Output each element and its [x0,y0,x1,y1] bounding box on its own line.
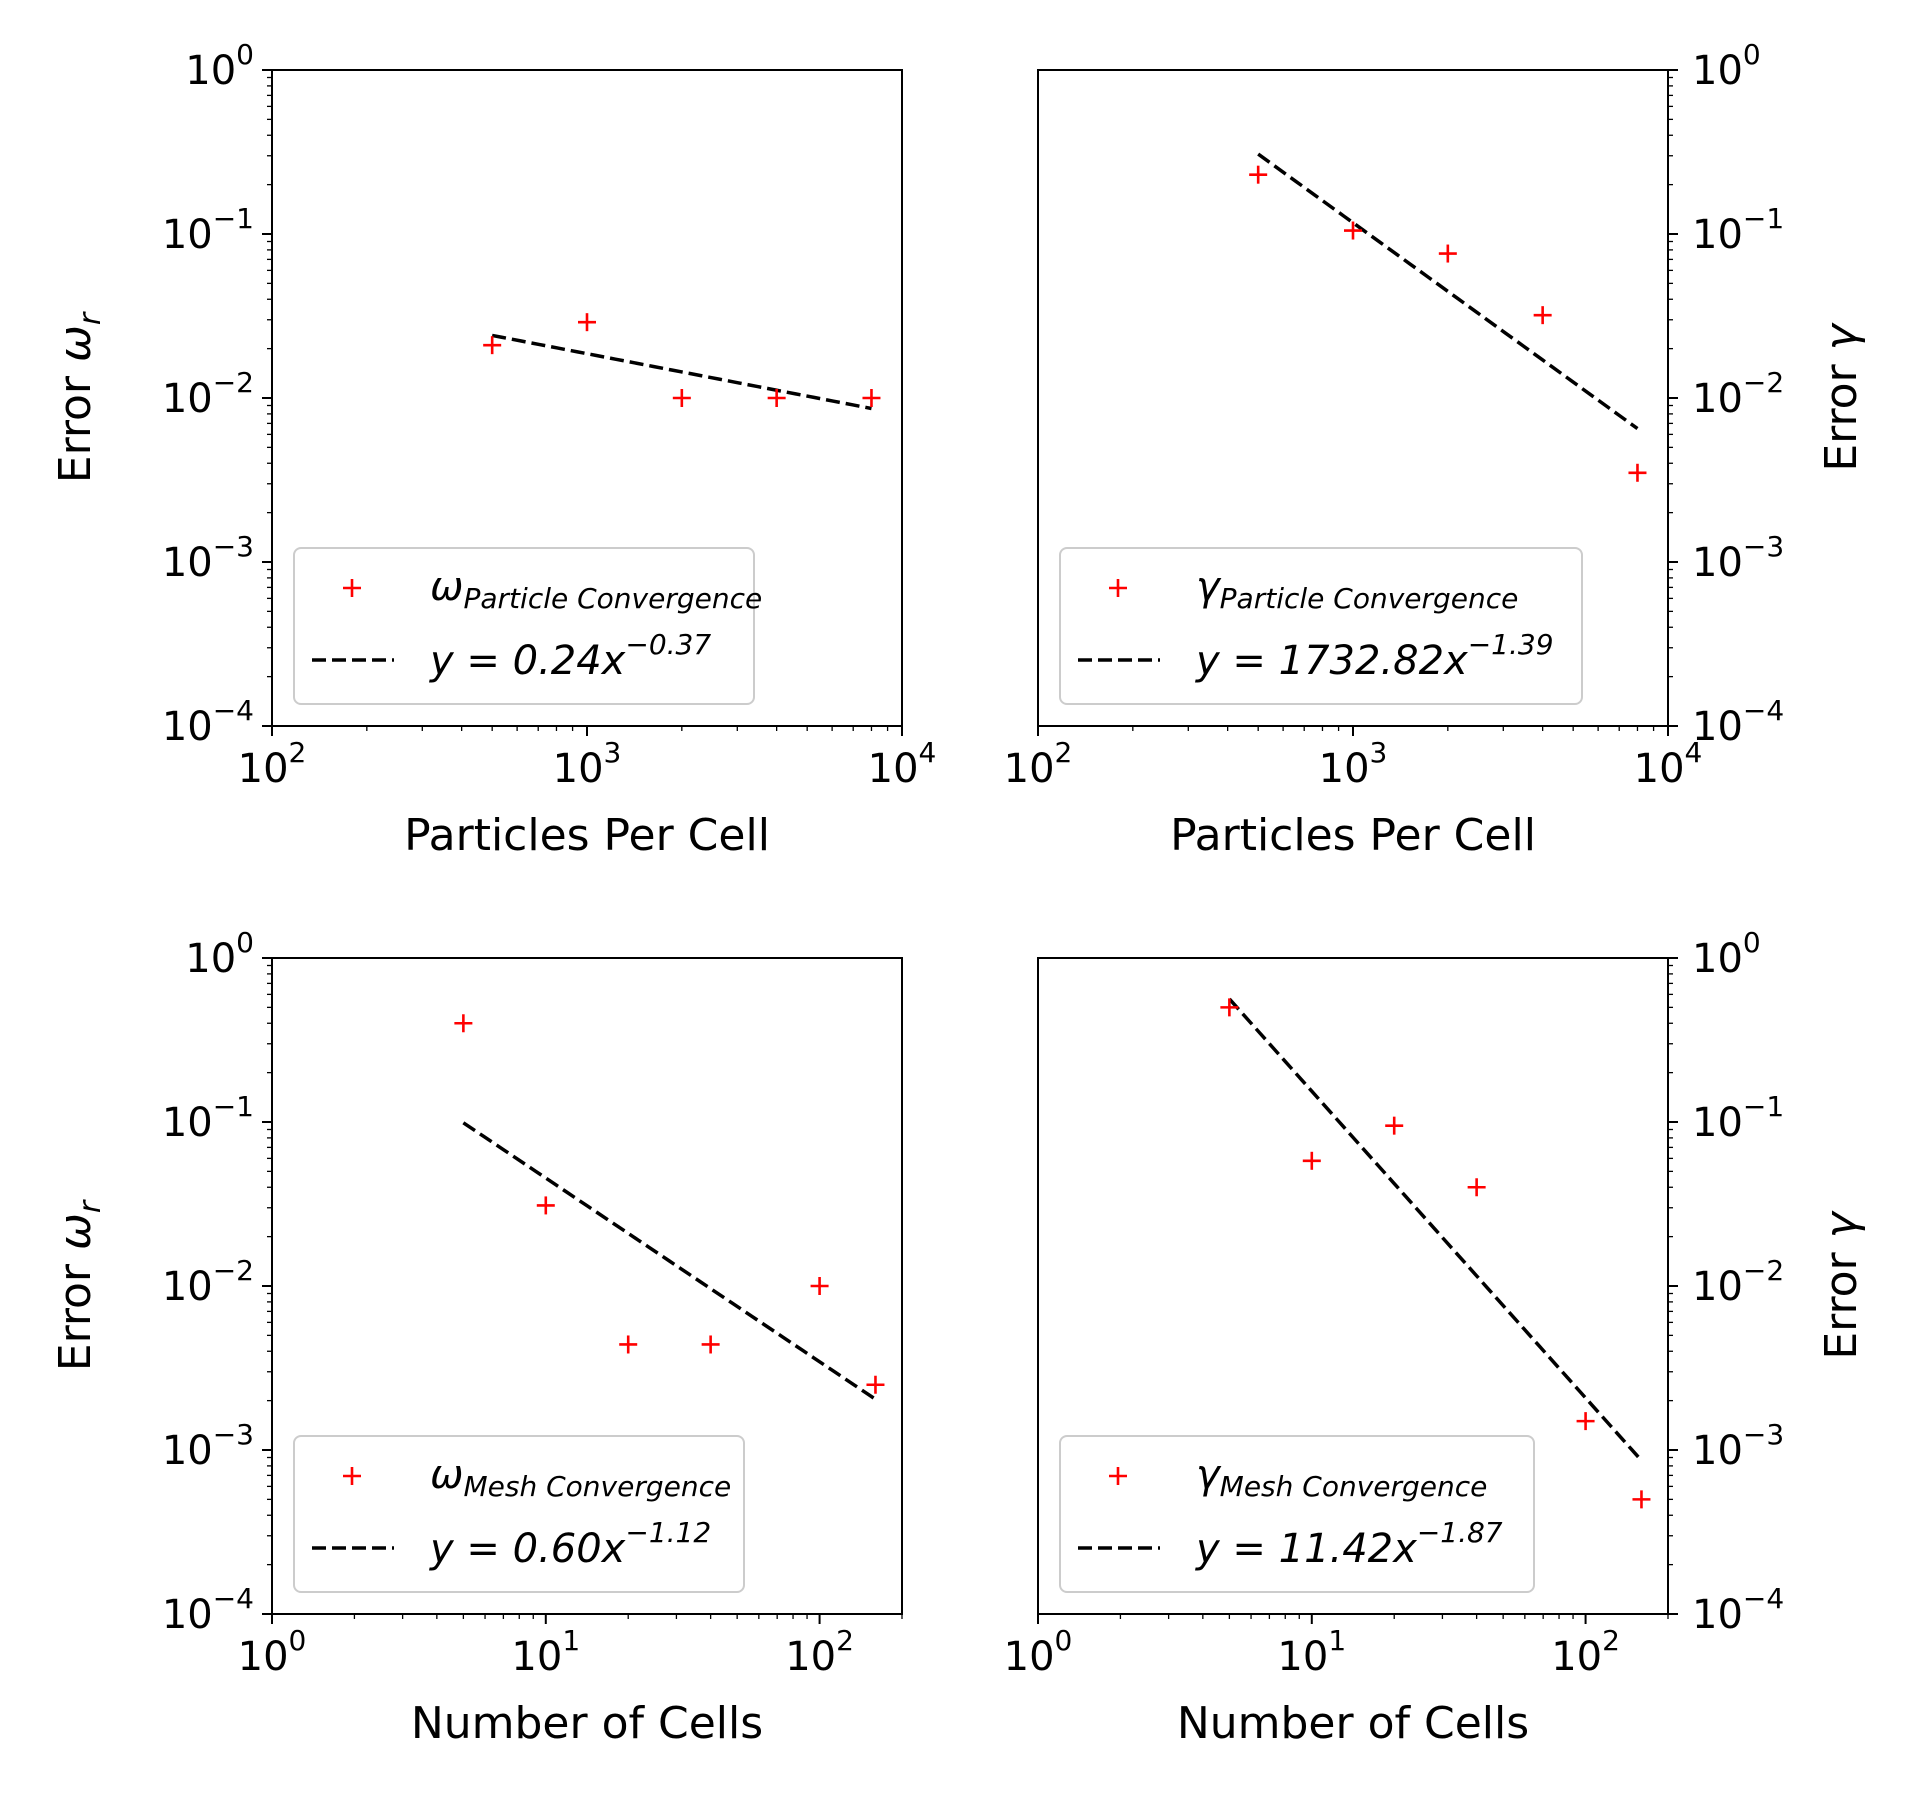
fit-line [1228,997,1643,1462]
legend-label-data: ωParticle Convergence [430,564,762,615]
y-tick-label: 10−4 [1692,1582,1784,1638]
legend: γParticle Convergence y = 1732.82x−1.39 [1059,547,1583,705]
y-tick-label: 10−1 [1692,202,1784,258]
data-point [1533,306,1552,325]
y-tick-label: 100 [1692,926,1761,982]
legend-box [1059,1435,1535,1593]
data-point [1632,1490,1651,1509]
y-axis-label: Error γ [1816,322,1867,471]
x-tick-label: 102 [238,736,307,792]
data-point [810,1277,829,1295]
data-point [1576,1412,1595,1431]
legend: γMesh Convergence y = 11.42x−1.87 [1059,1435,1535,1593]
panel-bl: 100 101 102 100 10−1 10−2 10−3 10−4 Number of Ce… [50,926,903,1749]
y-tick-label: 10−2 [1692,1254,1784,1310]
x-tick-label: 100 [1004,1624,1073,1680]
data-point [701,1335,720,1354]
y-tick-label: 10−4 [162,1582,254,1638]
x-tick-label: 103 [553,736,622,792]
data-point [866,1375,885,1394]
y-tick-label: 10−1 [162,202,254,258]
x-tick-label: 101 [1277,1624,1346,1680]
panel-tl: 102 103 104 100 10−1 10−2 10−3 10−4 Particles Pe… [50,38,936,861]
data-point [619,1335,638,1354]
y-tick-label: 10−3 [1692,530,1784,586]
fit-line [491,333,872,411]
data-point [862,389,881,407]
legend: ωParticle Convergence y = 0.24x−0.37 [293,547,762,705]
data-point [1628,463,1647,482]
y-tick-label: 10−2 [162,1254,254,1310]
y-tick-label: 100 [185,38,254,94]
x-axis-label: Particles Per Cell [1170,810,1536,861]
y-tick-label: 10−3 [162,530,254,586]
x-axis-label: Particles Per Cell [404,810,770,861]
y-axis-label: Error ωr [50,311,108,483]
data-point [1249,165,1268,184]
panel-tr: 102 103 104 100 10−1 10−2 10−3 10−4 Particles Pe… [1004,38,1867,861]
data-point [536,1196,555,1215]
x-tick-label: 100 [238,1624,307,1680]
y-tick-label: 100 [185,926,254,982]
x-axis-label: Number of Cells [411,1698,763,1749]
x-tick-label: 102 [785,1624,854,1680]
data-point [1467,1178,1486,1197]
y-axis-label: Error ωr [50,1199,108,1371]
data-point [578,313,596,332]
legend-label-data: ωMesh Convergence [430,1452,731,1503]
data-point [1220,998,1239,1017]
y-tick-label: 10−4 [162,694,254,750]
y-tick-label: 10−1 [1692,1090,1784,1146]
data-point [1438,244,1457,263]
legend-label-fit: y = 0.60x−1.12 [429,1516,711,1572]
x-tick-label: 104 [1634,736,1703,792]
y-tick-label: 10−2 [162,366,254,422]
panel-br: 100 101 102 100 10−1 10−2 10−3 10−4 Number of Ce… [1004,926,1867,1749]
x-tick-label: 104 [868,736,937,792]
y-tick-label: 10−3 [1692,1418,1784,1474]
legend-box [293,1435,745,1593]
fit-line [1257,152,1639,431]
y-tick-label: 100 [1692,38,1761,94]
legend-box [1059,547,1583,705]
x-axis-label: Number of Cells [1177,1698,1529,1749]
legend-label-fit: y = 1732.82x−1.39 [1195,628,1554,684]
data-point [672,389,691,407]
x-tick-label: 103 [1319,736,1388,792]
y-tick-label: 10−1 [162,1090,254,1146]
data-point [454,1014,473,1033]
fit-line [462,1121,877,1401]
y-tick-label: 10−2 [1692,366,1784,422]
data-point [1385,1116,1404,1135]
data-point [1302,1151,1321,1170]
legend-label-fit: y = 11.42x−1.87 [1195,1516,1503,1572]
y-tick-label: 10−3 [162,1418,254,1474]
y-axis-label: Error γ [1816,1210,1867,1359]
x-tick-label: 102 [1551,1624,1620,1680]
legend-box [293,547,755,705]
y-tick-label: 10−4 [1692,694,1784,750]
data-point [1344,221,1362,240]
data-point [483,336,502,355]
x-tick-label: 102 [1004,736,1073,792]
legend-label-data: γParticle Convergence [1196,564,1518,615]
legend: ωMesh Convergence y = 0.60x−1.12 [293,1435,745,1593]
data-point [767,389,786,407]
x-tick-label: 101 [511,1624,580,1680]
legend-label-data: γMesh Convergence [1196,1452,1487,1503]
legend-label-fit: y = 0.24x−0.37 [429,628,711,684]
